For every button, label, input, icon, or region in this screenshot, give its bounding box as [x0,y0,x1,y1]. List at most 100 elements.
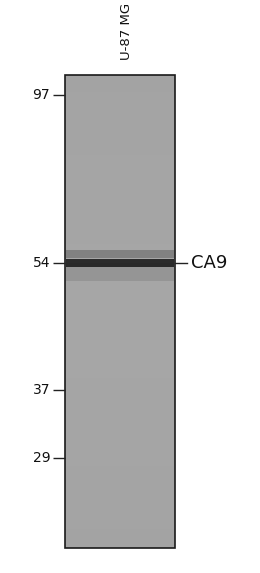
Bar [65,346,175,348]
Bar [65,92,175,94]
Bar [65,256,175,258]
Bar [65,476,175,477]
Bar [65,75,175,548]
Bar [65,351,175,352]
Bar [65,299,175,300]
Bar [65,151,175,152]
Bar [65,99,175,100]
Bar [65,486,175,488]
Bar [65,375,175,376]
Bar [65,507,175,509]
Bar [65,545,175,547]
Bar [65,132,175,134]
Bar [65,439,175,441]
Bar [65,535,175,537]
Bar [65,226,175,228]
Text: 97: 97 [32,88,50,102]
Bar [65,342,175,343]
Bar [65,258,175,260]
Bar [65,490,175,491]
Bar [65,143,175,144]
Bar [65,166,175,168]
Bar [65,338,175,340]
Bar [65,262,175,264]
Bar [65,455,175,457]
Bar [65,189,175,190]
Bar [65,409,175,411]
Bar [65,108,175,109]
Bar [65,419,175,420]
Bar [65,278,175,280]
Bar [65,160,175,162]
Bar [65,529,175,531]
Bar [65,174,175,176]
Bar [65,268,175,269]
Bar [65,395,175,397]
Bar [65,241,175,242]
Bar [65,228,175,230]
Bar [65,524,175,526]
Bar [65,231,175,233]
Bar [65,83,175,84]
Bar [65,121,175,122]
Bar [65,260,175,261]
Bar [65,468,175,469]
Bar [65,135,175,136]
Bar [65,405,175,406]
Bar [65,494,175,496]
Bar [65,541,175,543]
Bar [65,458,175,460]
Bar [66,259,174,266]
Bar [65,333,175,335]
Bar [65,388,175,390]
Bar [65,373,175,375]
Bar [65,197,175,198]
Bar [65,310,175,312]
Bar [65,96,175,97]
Bar [65,144,175,146]
Bar [65,77,175,78]
Bar [65,170,175,171]
Bar [65,122,175,124]
Bar [65,370,175,371]
Bar [65,321,175,323]
Bar [65,184,175,186]
Bar [65,275,175,277]
Bar [65,478,175,480]
Bar [65,88,175,89]
Bar [65,107,175,108]
Bar [65,547,175,548]
Bar [65,457,175,458]
Text: 54: 54 [33,256,50,270]
Bar [65,125,175,127]
Bar [65,249,175,250]
Bar [65,105,175,107]
Bar [65,100,175,102]
Bar [65,81,175,83]
Bar [65,179,175,180]
Bar [65,192,175,193]
Bar [65,178,175,179]
Bar [65,272,175,274]
Bar [65,289,175,291]
Bar [65,503,175,504]
Bar [65,141,175,143]
Bar [65,205,175,206]
Text: 37: 37 [33,383,50,397]
Bar [66,263,174,281]
Text: CA9: CA9 [191,254,227,272]
Bar [65,323,175,324]
Bar [65,302,175,304]
Bar [65,157,175,159]
Bar [65,532,175,534]
Bar [65,187,175,189]
Bar [65,356,175,357]
Bar [65,472,175,474]
Bar [65,297,175,299]
Bar [65,520,175,521]
Bar [65,512,175,513]
Bar [65,363,175,365]
Bar [65,193,175,195]
Bar [65,261,175,262]
Bar [65,400,175,401]
